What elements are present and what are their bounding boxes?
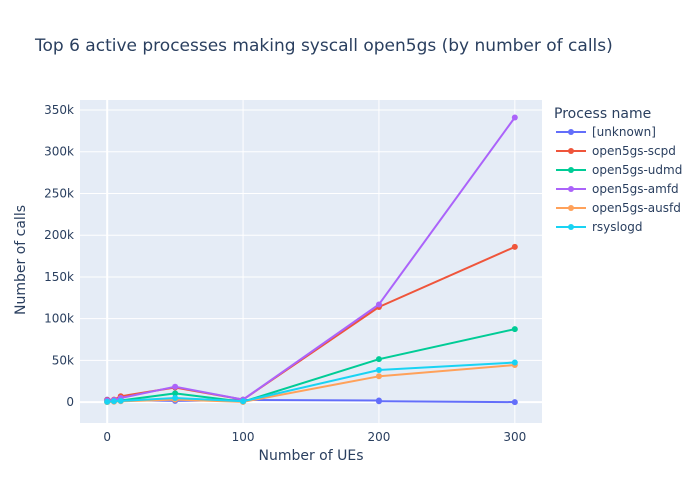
data-point <box>240 398 247 405</box>
data-point <box>375 398 382 405</box>
data-point <box>511 359 518 366</box>
data-point <box>375 301 382 308</box>
data-point <box>110 398 117 405</box>
legend-item[interactable]: open5gs-udmd <box>556 163 682 177</box>
legend-label: rsyslogd <box>592 220 642 234</box>
x-tick-label: 0 <box>103 430 111 444</box>
data-point <box>511 114 518 121</box>
y-tick-label: 300k <box>44 145 74 159</box>
legend-item[interactable]: open5gs-scpd <box>556 144 676 158</box>
y-tick-label: 200k <box>44 228 74 242</box>
legend-item[interactable]: open5gs-ausfd <box>556 201 681 215</box>
legend-label: open5gs-ausfd <box>592 201 681 215</box>
legend-marker-icon <box>568 205 574 211</box>
x-tick-label: 100 <box>232 430 255 444</box>
data-point <box>117 397 124 404</box>
y-tick-label: 50k <box>52 353 74 367</box>
y-tick-label: 250k <box>44 186 74 200</box>
legend-marker-icon <box>568 148 574 154</box>
legend-label: open5gs-scpd <box>592 144 676 158</box>
data-point <box>104 398 111 405</box>
x-tick-label: 200 <box>367 430 390 444</box>
legend-item[interactable]: [unknown] <box>556 125 656 139</box>
legend-label: [unknown] <box>592 125 656 139</box>
legend-marker-icon <box>568 186 574 192</box>
legend-marker-icon <box>568 129 574 135</box>
plot-area <box>80 100 542 423</box>
chart-title: Top 6 active processes making syscall op… <box>34 36 613 56</box>
legend-item[interactable]: rsyslogd <box>556 220 642 234</box>
legend-label: open5gs-udmd <box>592 163 682 177</box>
legend-item[interactable]: open5gs-amfd <box>556 182 679 196</box>
y-tick-label: 350k <box>44 103 74 117</box>
data-point <box>511 399 518 406</box>
series-layer <box>104 114 518 406</box>
y-tick-label: 0 <box>66 395 74 409</box>
data-point <box>375 373 382 380</box>
legend-marker-icon <box>568 167 574 173</box>
series-rsyslogd <box>104 359 518 405</box>
y-axis-title: Number of calls <box>13 205 29 315</box>
axis-ticks: 0 100 200 300 0 50k 100k 150k 200k 250k 300k 350k <box>44 103 526 444</box>
legend-marker-icon <box>568 224 574 230</box>
legend-title: Process name <box>554 106 651 122</box>
legend-label: open5gs-amfd <box>592 182 679 196</box>
data-point <box>511 243 518 250</box>
data-point <box>375 367 382 374</box>
data-point <box>172 394 179 401</box>
y-tick-label: 100k <box>44 312 74 326</box>
x-tick-label: 300 <box>503 430 526 444</box>
x-axis-title: Number of UEs <box>258 448 363 464</box>
legend: Process name [unknown] open5gs-scpd open5g… <box>554 106 682 234</box>
data-point <box>375 356 382 363</box>
grid-lines <box>80 100 542 423</box>
data-point <box>511 326 518 333</box>
data-point <box>172 390 179 397</box>
y-tick-label: 150k <box>44 270 74 284</box>
data-point <box>172 383 179 390</box>
